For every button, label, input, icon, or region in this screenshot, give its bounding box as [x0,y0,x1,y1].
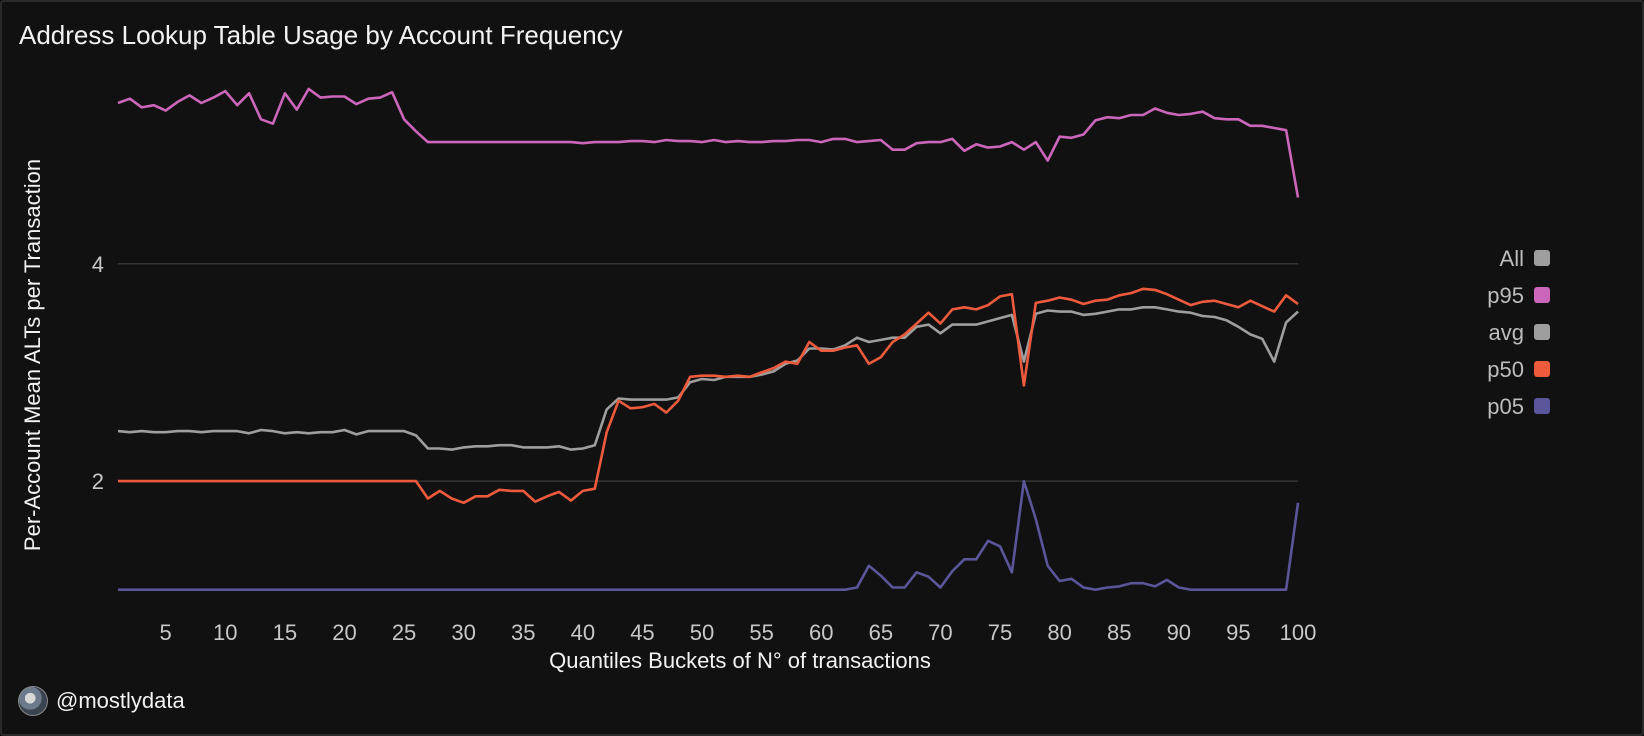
legend-label: p95 [1487,283,1524,308]
legend-item-p05[interactable]: p05 [1487,394,1550,419]
y-axis-ticks: 24 [92,252,104,494]
x-tick-label: 60 [809,620,833,645]
legend-item-p95[interactable]: p95 [1487,283,1550,308]
x-tick-label: 85 [1107,620,1131,645]
x-tick-label: 70 [928,620,952,645]
legend-item-avg[interactable]: avg [1489,320,1550,345]
legend-item-p50[interactable]: p50 [1487,357,1550,382]
x-axis-ticks: 5 10 15 20 25 30 35 40 45 50 55 60 65 70 75 80 85 90 95 100 [160,620,1317,645]
series-line-avg [117,305,1299,451]
x-tick-label: 100 [1280,620,1317,645]
legend-swatch [1534,361,1550,377]
legend: All p95 avg p50 p05 [1487,246,1550,419]
series-lines [117,87,1300,592]
y-axis-label: Per-Account Mean ALTs per Transaction [20,159,45,551]
x-tick-label: 40 [571,620,595,645]
legend-label: avg [1489,320,1524,345]
legend-swatch [1534,324,1550,340]
x-tick-label: 80 [1047,620,1071,645]
avatar [18,686,48,716]
x-tick-label: 15 [273,620,297,645]
chart-title: Address Lookup Table Usage by Account Fr… [19,20,623,50]
legend-label: p05 [1487,394,1524,419]
x-tick-label: 10 [213,620,237,645]
legend-label: All [1500,246,1524,271]
x-tick-label: 45 [630,620,654,645]
y-tick-label: 4 [92,252,104,277]
series-line-p95 [117,87,1300,198]
x-tick-label: 50 [690,620,714,645]
x-tick-label: 30 [451,620,475,645]
legend-swatch [1534,398,1550,414]
x-axis-label: Quantiles Buckets of N° of transactions [549,648,931,673]
legend-swatch [1534,250,1550,266]
series-line-p50 [118,287,1299,505]
x-tick-label: 90 [1167,620,1191,645]
x-tick-label: 25 [392,620,416,645]
x-tick-label: 35 [511,620,535,645]
gridlines [118,263,1298,482]
x-tick-label: 55 [749,620,773,645]
series-line-p05 [118,479,1300,592]
legend-item-All[interactable]: All [1500,246,1550,271]
credit-handle: @mostlydata [56,688,185,713]
legend-swatch [1534,287,1550,303]
y-tick-label: 2 [92,469,104,494]
x-tick-label: 65 [869,620,893,645]
x-tick-label: 20 [332,620,356,645]
legend-label: p50 [1487,357,1524,382]
x-tick-label: 95 [1226,620,1250,645]
x-tick-label: 75 [988,620,1012,645]
x-tick-label: 5 [160,620,172,645]
credit[interactable]: @mostlydata [18,686,185,716]
